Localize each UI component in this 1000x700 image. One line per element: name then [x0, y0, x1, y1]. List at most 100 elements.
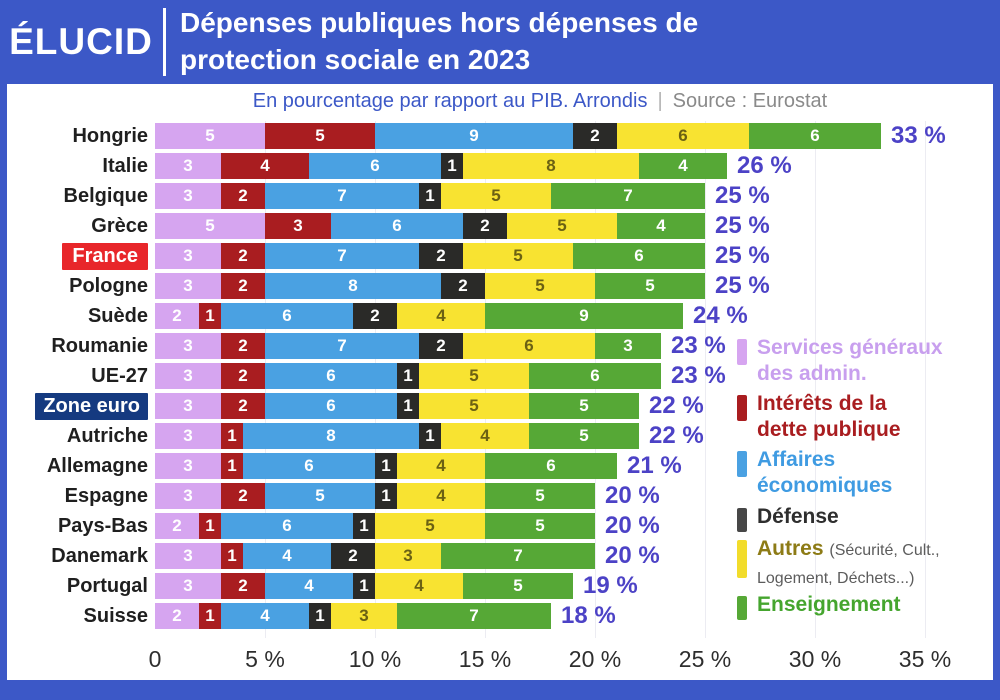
- bar-segment: 7: [551, 183, 705, 209]
- bar-segment: 5: [529, 423, 639, 449]
- bar-segment: 2: [573, 123, 617, 149]
- country-label: France: [0, 241, 148, 271]
- legend-item-enseignement: Enseignement: [737, 592, 993, 620]
- bar-segment: 3: [155, 393, 221, 419]
- header-bar: ÉLUCID Dépenses publiques hors dépenses …: [0, 0, 1000, 84]
- bar-segment: 1: [309, 603, 331, 629]
- total-label: 22 %: [649, 422, 704, 449]
- country-label: Espagne: [0, 481, 148, 511]
- country-label: Roumanie: [0, 331, 148, 361]
- country-label-text: France: [62, 243, 148, 270]
- bar-segment: 2: [221, 573, 265, 599]
- total-label: 25 %: [715, 182, 770, 209]
- bar-segment: 3: [265, 213, 331, 239]
- total-label: 20 %: [605, 482, 660, 509]
- title-line-1: Dépenses publiques hors dépenses de: [180, 7, 699, 38]
- bar-segment: 2: [221, 273, 265, 299]
- legend-label-line: dette publique: [757, 418, 901, 441]
- bar-segment: 3: [155, 333, 221, 359]
- axis-tick-label: 30 %: [788, 646, 842, 672]
- country-label: Danemark: [0, 541, 148, 571]
- bar-segment: 1: [441, 153, 463, 179]
- right-border: [993, 84, 1000, 700]
- legend-swatch-interets: [737, 395, 747, 421]
- total-label: 19 %: [583, 572, 638, 599]
- page-title: Dépenses publiques hors dépenses de prot…: [180, 4, 698, 78]
- bar-segment: 2: [221, 333, 265, 359]
- bar-segment: 2: [155, 603, 199, 629]
- bar-segment: 2: [221, 483, 265, 509]
- bar-segment: 4: [221, 153, 309, 179]
- bar-segment: 9: [375, 123, 573, 149]
- bar-segment: 7: [265, 243, 419, 269]
- axis-tick-label: 10 %: [348, 646, 402, 672]
- bar-segment: 4: [243, 543, 331, 569]
- bar-segment: 7: [265, 183, 419, 209]
- bar-segment: 3: [155, 363, 221, 389]
- bar-segment: 1: [199, 303, 221, 329]
- legend-swatch-enseignement: [737, 596, 747, 620]
- country-label-text: Autriche: [66, 425, 148, 447]
- legend-label-defense: Défense: [757, 504, 993, 530]
- country-label-text: Suède: [87, 305, 148, 327]
- country-label-text: Zone euro: [35, 393, 148, 420]
- bar-segment: 2: [419, 243, 463, 269]
- country-label: UE-27: [0, 361, 148, 391]
- bar-segment: 2: [463, 213, 507, 239]
- country-label: Belgique: [0, 181, 148, 211]
- bar-segment: 3: [155, 273, 221, 299]
- country-label-text: Roumanie: [51, 335, 148, 357]
- bar-segment: 5: [529, 393, 639, 419]
- axis-tick-label: 25 %: [678, 646, 732, 672]
- total-label: 18 %: [561, 602, 616, 629]
- bar-segment: 5: [485, 513, 595, 539]
- legend-item-autres: Autres (Sécurité, Cult., Logement, Déche…: [737, 536, 993, 592]
- legend-label-line: Défense: [757, 505, 839, 528]
- bar-segment: 6: [529, 363, 661, 389]
- legend-label-line: économiques: [757, 474, 893, 497]
- total-label: 25 %: [715, 212, 770, 239]
- bar-segment: 4: [397, 303, 485, 329]
- bar-segment: 2: [419, 333, 463, 359]
- bar-segment: 9: [485, 303, 683, 329]
- country-label-text: Portugal: [66, 575, 148, 597]
- legend-label-line: Enseignement: [757, 593, 901, 616]
- bar-segment: 3: [155, 483, 221, 509]
- bar-segment: 3: [155, 543, 221, 569]
- total-label: 25 %: [715, 242, 770, 269]
- bar-segment: 8: [463, 153, 639, 179]
- country-label: Italie: [0, 151, 148, 181]
- bar-segment: 2: [331, 543, 375, 569]
- bar-segment: 3: [331, 603, 397, 629]
- legend-item-services: Services généraux des admin.: [737, 335, 993, 387]
- country-label-text: Pays-Bas: [57, 515, 148, 537]
- country-label-text: Italie: [102, 155, 148, 177]
- country-label: Hongrie: [0, 121, 148, 151]
- bar-segment: 1: [353, 513, 375, 539]
- bar-segment: 7: [265, 333, 419, 359]
- bar-segment: 1: [419, 183, 441, 209]
- axis-tick-label: 35 %: [898, 646, 952, 672]
- bar-segment: 1: [397, 393, 419, 419]
- bar-segment: 1: [419, 423, 441, 449]
- gridline: [925, 121, 926, 638]
- bar-segment: 2: [353, 303, 397, 329]
- country-label: Pologne: [0, 271, 148, 301]
- total-label: 26 %: [737, 152, 792, 179]
- bar-segment: 4: [397, 483, 485, 509]
- bar-segment: 4: [617, 213, 705, 239]
- bar-segment: 6: [485, 453, 617, 479]
- subtitle: En pourcentage par rapport au PIB. Arron…: [140, 90, 940, 113]
